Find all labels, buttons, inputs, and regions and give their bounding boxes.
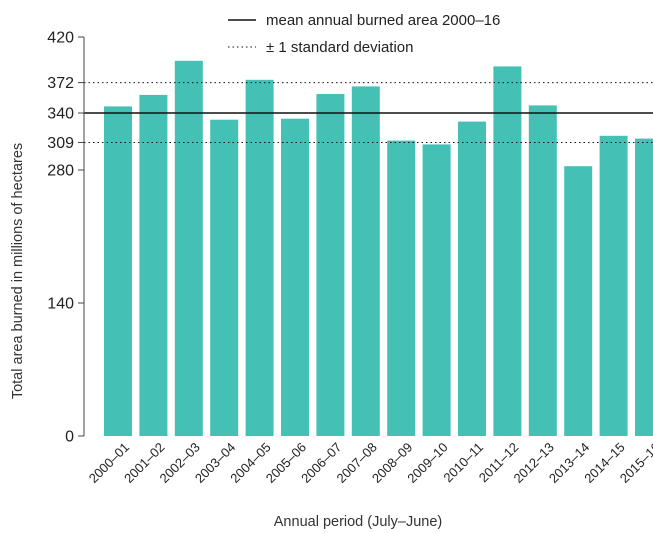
bar-2015–16 [635,138,653,436]
x-axis: 2000–012001–022002–032003–042004–052005–… [86,440,653,486]
bar-2011–12 [493,66,522,437]
bar-2005–06 [281,118,309,436]
y-tick-label-140: 140 [47,296,74,313]
x-axis-title: Annual period (July–June) [274,514,442,530]
y-tick-label-340: 340 [47,106,74,123]
bar-2004–05 [245,79,274,437]
y-tick-label-372: 372 [47,75,74,92]
bar-2010–11 [458,121,486,436]
y-tick-label-0: 0 [65,429,74,446]
bar-2002–03 [174,60,203,437]
reference-lines-group [84,82,653,143]
y-tick-label-420: 420 [47,30,74,47]
bar-2012–13 [528,105,557,437]
y-axis-title: Total area burned in millions of hectare… [10,143,26,399]
bar-2003–04 [210,119,239,436]
bar-2013–14 [564,166,593,436]
legend-sd-label: ± 1 standard deviation [266,39,414,56]
bar-2009–10 [422,144,451,436]
bar-2008–09 [387,140,416,436]
bar-2006–07 [316,94,345,436]
bar-2001–02 [139,94,168,437]
bar-2007–08 [351,86,380,437]
bar-2014–15 [599,135,628,437]
y-axis: 0 140 280 309 340 372 420 [47,30,85,446]
legend: mean annual burned area 2000–16 ± 1 stan… [228,12,500,56]
legend-mean-label: mean annual burned area 2000–16 [266,12,500,29]
bars-group [104,60,653,437]
y-tick-label-280: 280 [47,163,74,180]
bar-2000–01 [104,106,132,437]
y-tick-label-309: 309 [47,135,74,152]
